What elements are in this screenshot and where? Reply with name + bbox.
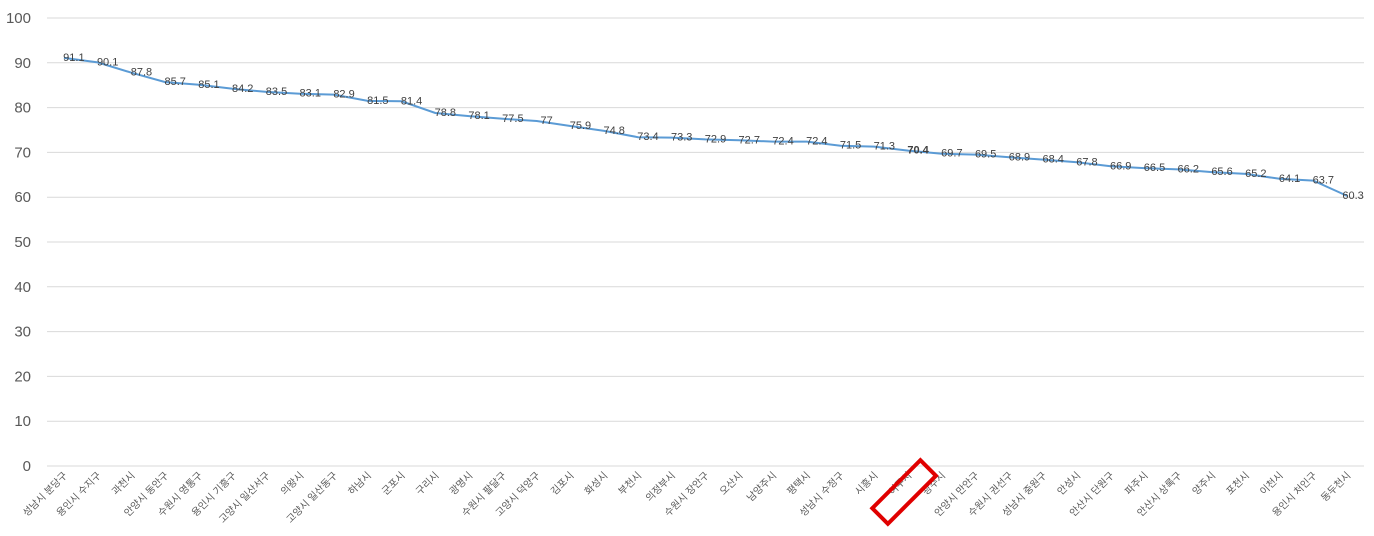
x-tick-label: 화성시 bbox=[582, 470, 610, 498]
data-label: 82.9 bbox=[333, 89, 354, 101]
data-label: 68.4 bbox=[1042, 154, 1063, 166]
y-tick-label: 10 bbox=[14, 413, 31, 430]
x-tick-label: 의왕시 bbox=[278, 470, 306, 498]
data-label: 71.5 bbox=[840, 140, 861, 152]
data-label: 60.3 bbox=[1342, 190, 1363, 202]
data-label: 83.5 bbox=[266, 86, 287, 98]
series-line bbox=[63, 56, 1348, 197]
x-tick-label: 광명시 bbox=[447, 470, 475, 498]
data-label: 87.8 bbox=[131, 67, 152, 79]
y-tick-label: 40 bbox=[14, 279, 31, 296]
data-label: 70.4 bbox=[907, 145, 929, 157]
data-label: 81.5 bbox=[367, 95, 388, 107]
data-label: 72.4 bbox=[772, 136, 793, 148]
data-label: 68.9 bbox=[1009, 151, 1030, 163]
data-label: 73.4 bbox=[637, 131, 658, 143]
x-tick-label: 파주시 bbox=[1123, 470, 1151, 498]
x-tick-label: 구리시 bbox=[413, 470, 441, 498]
x-tick-label: 남양주시 bbox=[745, 470, 780, 505]
data-label: 72.9 bbox=[705, 133, 726, 145]
data-label: 67.8 bbox=[1076, 156, 1097, 168]
data-label: 90.1 bbox=[97, 56, 118, 68]
data-label: 72.4 bbox=[806, 136, 827, 148]
data-label: 69.5 bbox=[975, 149, 996, 161]
data-label: 73.3 bbox=[671, 132, 692, 144]
x-tick-label: 군포시 bbox=[380, 470, 408, 498]
x-tick-label: 의정부시 bbox=[643, 470, 678, 505]
gridlines bbox=[47, 17, 1364, 467]
data-label: 63.7 bbox=[1313, 175, 1334, 187]
x-tick-label: 평택시 bbox=[785, 470, 813, 498]
data-label: 77.5 bbox=[502, 113, 523, 125]
x-tick-label: 이천시 bbox=[1258, 470, 1286, 498]
data-label: 71.3 bbox=[874, 141, 895, 153]
x-tick-label: 시흥시 bbox=[852, 469, 881, 498]
x-tick-label: 과천시 bbox=[110, 470, 138, 498]
data-label: 84.2 bbox=[232, 83, 253, 95]
data-label: 66.5 bbox=[1144, 162, 1165, 174]
x-tick-label: 오산시 bbox=[717, 470, 745, 498]
y-tick-label: 30 bbox=[14, 324, 31, 341]
data-label: 75.9 bbox=[570, 120, 591, 132]
x-tick-label: 포천시 bbox=[1224, 470, 1252, 498]
data-label: 72.7 bbox=[739, 134, 760, 146]
x-tick-label: 여주시 bbox=[886, 470, 914, 498]
data-label: 85.7 bbox=[164, 76, 185, 88]
data-label: 65.6 bbox=[1211, 166, 1232, 178]
y-axis-ticks: 0 10 20 30 40 50 60 70 80 90 100 bbox=[6, 10, 31, 475]
x-tick-label: 하남시 bbox=[345, 469, 374, 498]
data-label: 69.7 bbox=[941, 148, 962, 160]
y-tick-label: 20 bbox=[14, 368, 31, 385]
data-label: 65.2 bbox=[1245, 168, 1266, 180]
y-tick-label: 0 bbox=[23, 458, 31, 475]
highlight-rectangle bbox=[869, 457, 939, 527]
data-label: 66.9 bbox=[1110, 160, 1131, 172]
data-label: 78.8 bbox=[435, 107, 456, 119]
y-tick-label: 80 bbox=[14, 100, 31, 117]
data-label: 74.8 bbox=[603, 125, 624, 137]
x-tick-label: 동두천시 bbox=[1319, 470, 1354, 505]
y-tick-label: 50 bbox=[14, 234, 31, 251]
data-label: 83.1 bbox=[300, 88, 321, 100]
data-label: 77 bbox=[541, 115, 553, 127]
data-label: 81.4 bbox=[401, 95, 422, 107]
x-tick-label: 안성시 bbox=[1055, 470, 1083, 498]
data-labels: 91.1 90.1 87.8 85.7 85.1 84.2 83.5 83.1 82.9 81.5… bbox=[63, 52, 1364, 202]
highlight-box bbox=[869, 457, 939, 527]
data-label: 91.1 bbox=[63, 52, 84, 64]
y-tick-label: 100 bbox=[6, 10, 31, 27]
data-label: 64.1 bbox=[1279, 173, 1300, 185]
x-tick-label: 김포시 bbox=[549, 470, 577, 498]
x-tick-label: 부천시 bbox=[616, 470, 644, 498]
data-label: 85.1 bbox=[198, 79, 219, 91]
data-label: 78.1 bbox=[468, 110, 489, 122]
y-tick-label: 70 bbox=[14, 144, 31, 161]
y-tick-label: 60 bbox=[14, 189, 31, 206]
x-tick-label: 양주시 bbox=[1190, 470, 1218, 498]
data-label: 66.2 bbox=[1178, 163, 1199, 175]
y-tick-label: 90 bbox=[14, 55, 31, 72]
